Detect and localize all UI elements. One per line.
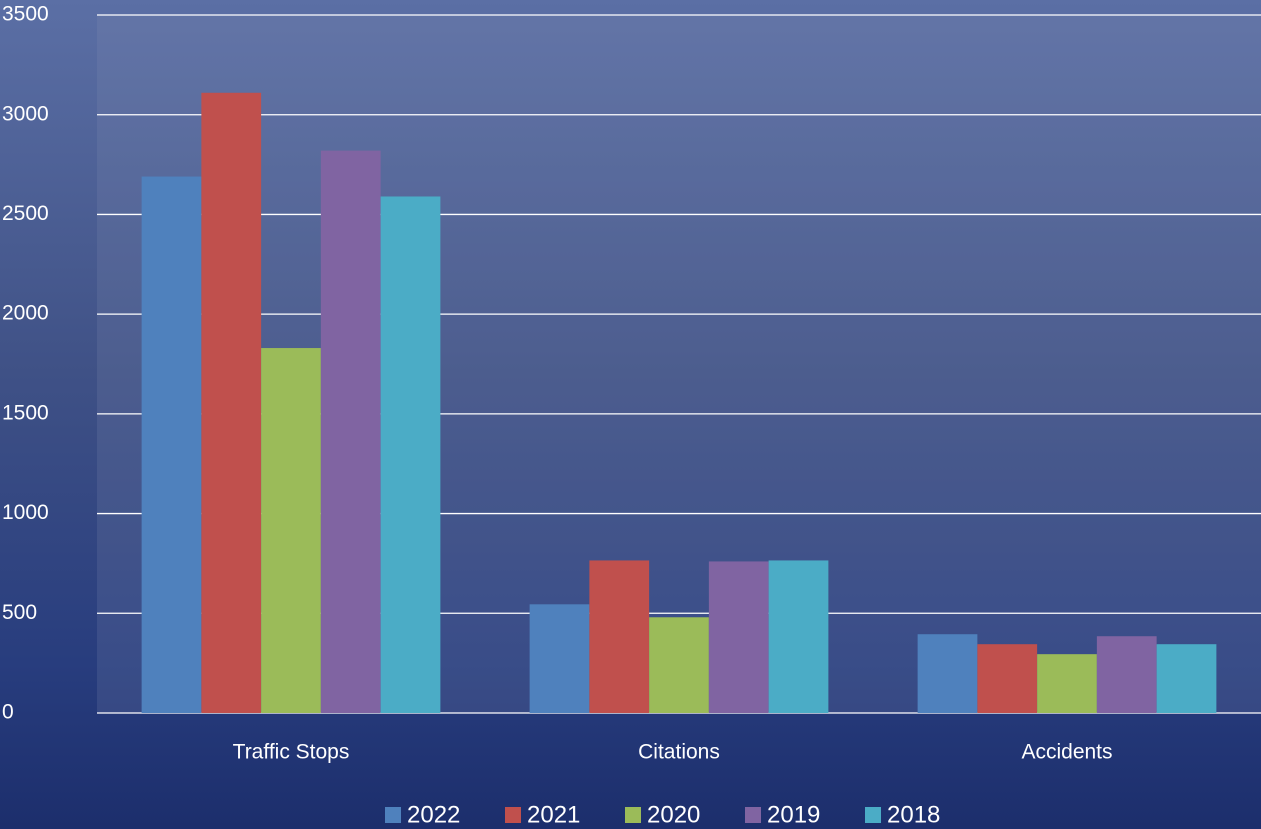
bar [769,560,829,713]
legend-label: 2019 [767,801,820,828]
legend-swatch [745,807,761,823]
bar [1157,644,1217,713]
bar [649,617,709,713]
y-tick-label: 0 [2,701,14,724]
y-tick-label: 3500 [2,3,49,26]
x-tick-label: Citations [638,741,720,764]
x-tick-label: Accidents [1021,741,1112,764]
bar [709,561,769,713]
bar [261,348,321,713]
legend-label: 2021 [527,801,580,828]
legend-swatch [505,807,521,823]
bar [977,644,1037,713]
legend-label: 2020 [647,801,700,828]
bar [589,560,649,713]
bar [1037,654,1097,713]
bar [321,151,381,713]
legend-swatch [865,807,881,823]
x-tick-label: Traffic Stops [233,741,350,764]
bar [1097,636,1157,713]
legend-label: 2018 [887,801,940,828]
bar [201,93,261,713]
y-tick-label: 1500 [2,401,49,424]
bar [142,177,202,713]
bar [918,634,978,713]
y-tick-label: 500 [2,601,37,624]
legend-label: 2022 [407,801,460,828]
legend-swatch [385,807,401,823]
chart: 0 500 1000 1500 2000 2500 3000 3500 Traffic Stop… [0,0,1261,829]
y-tick-label: 1000 [2,501,49,524]
y-tick-label: 2500 [2,202,49,225]
legend-swatch [625,807,641,823]
y-tick-label: 2000 [2,302,49,325]
bar [530,604,590,713]
bar [381,196,441,713]
y-tick-label: 3000 [2,102,49,125]
